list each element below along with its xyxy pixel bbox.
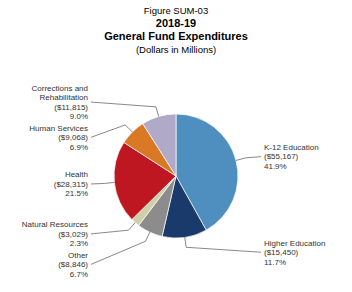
- svg-text:Corrections andRehabilitation(: Corrections andRehabilitation($11,815)9.…: [32, 84, 89, 122]
- svg-text:K-12 Education($55,167)41.9%: K-12 Education($55,167)41.9%: [264, 143, 319, 171]
- svg-text:Other($8,846)6.7%: Other($8,846)6.7%: [58, 251, 88, 279]
- svg-text:Higher Education($15,450)11.7%: Higher Education($15,450)11.7%: [264, 239, 325, 267]
- html-text:2018-19: 2018-19: [155, 17, 197, 29]
- svg-text:Health($28,315)21.5%: Health($28,315)21.5%: [54, 170, 89, 198]
- html-text:General Fund Expenditures: General Fund Expenditures: [104, 30, 248, 42]
- html-text:(Dollars in Millions): (Dollars in Millions): [135, 44, 217, 55]
- svg-text:Human Services($9,068)6.9%: Human Services($9,068)6.9%: [29, 124, 88, 152]
- svg-text:Natural Resources($3,029)2.3%: Natural Resources($3,029)2.3%: [22, 220, 89, 248]
- html-text:Figure SUM-03: Figure SUM-03: [143, 5, 209, 16]
